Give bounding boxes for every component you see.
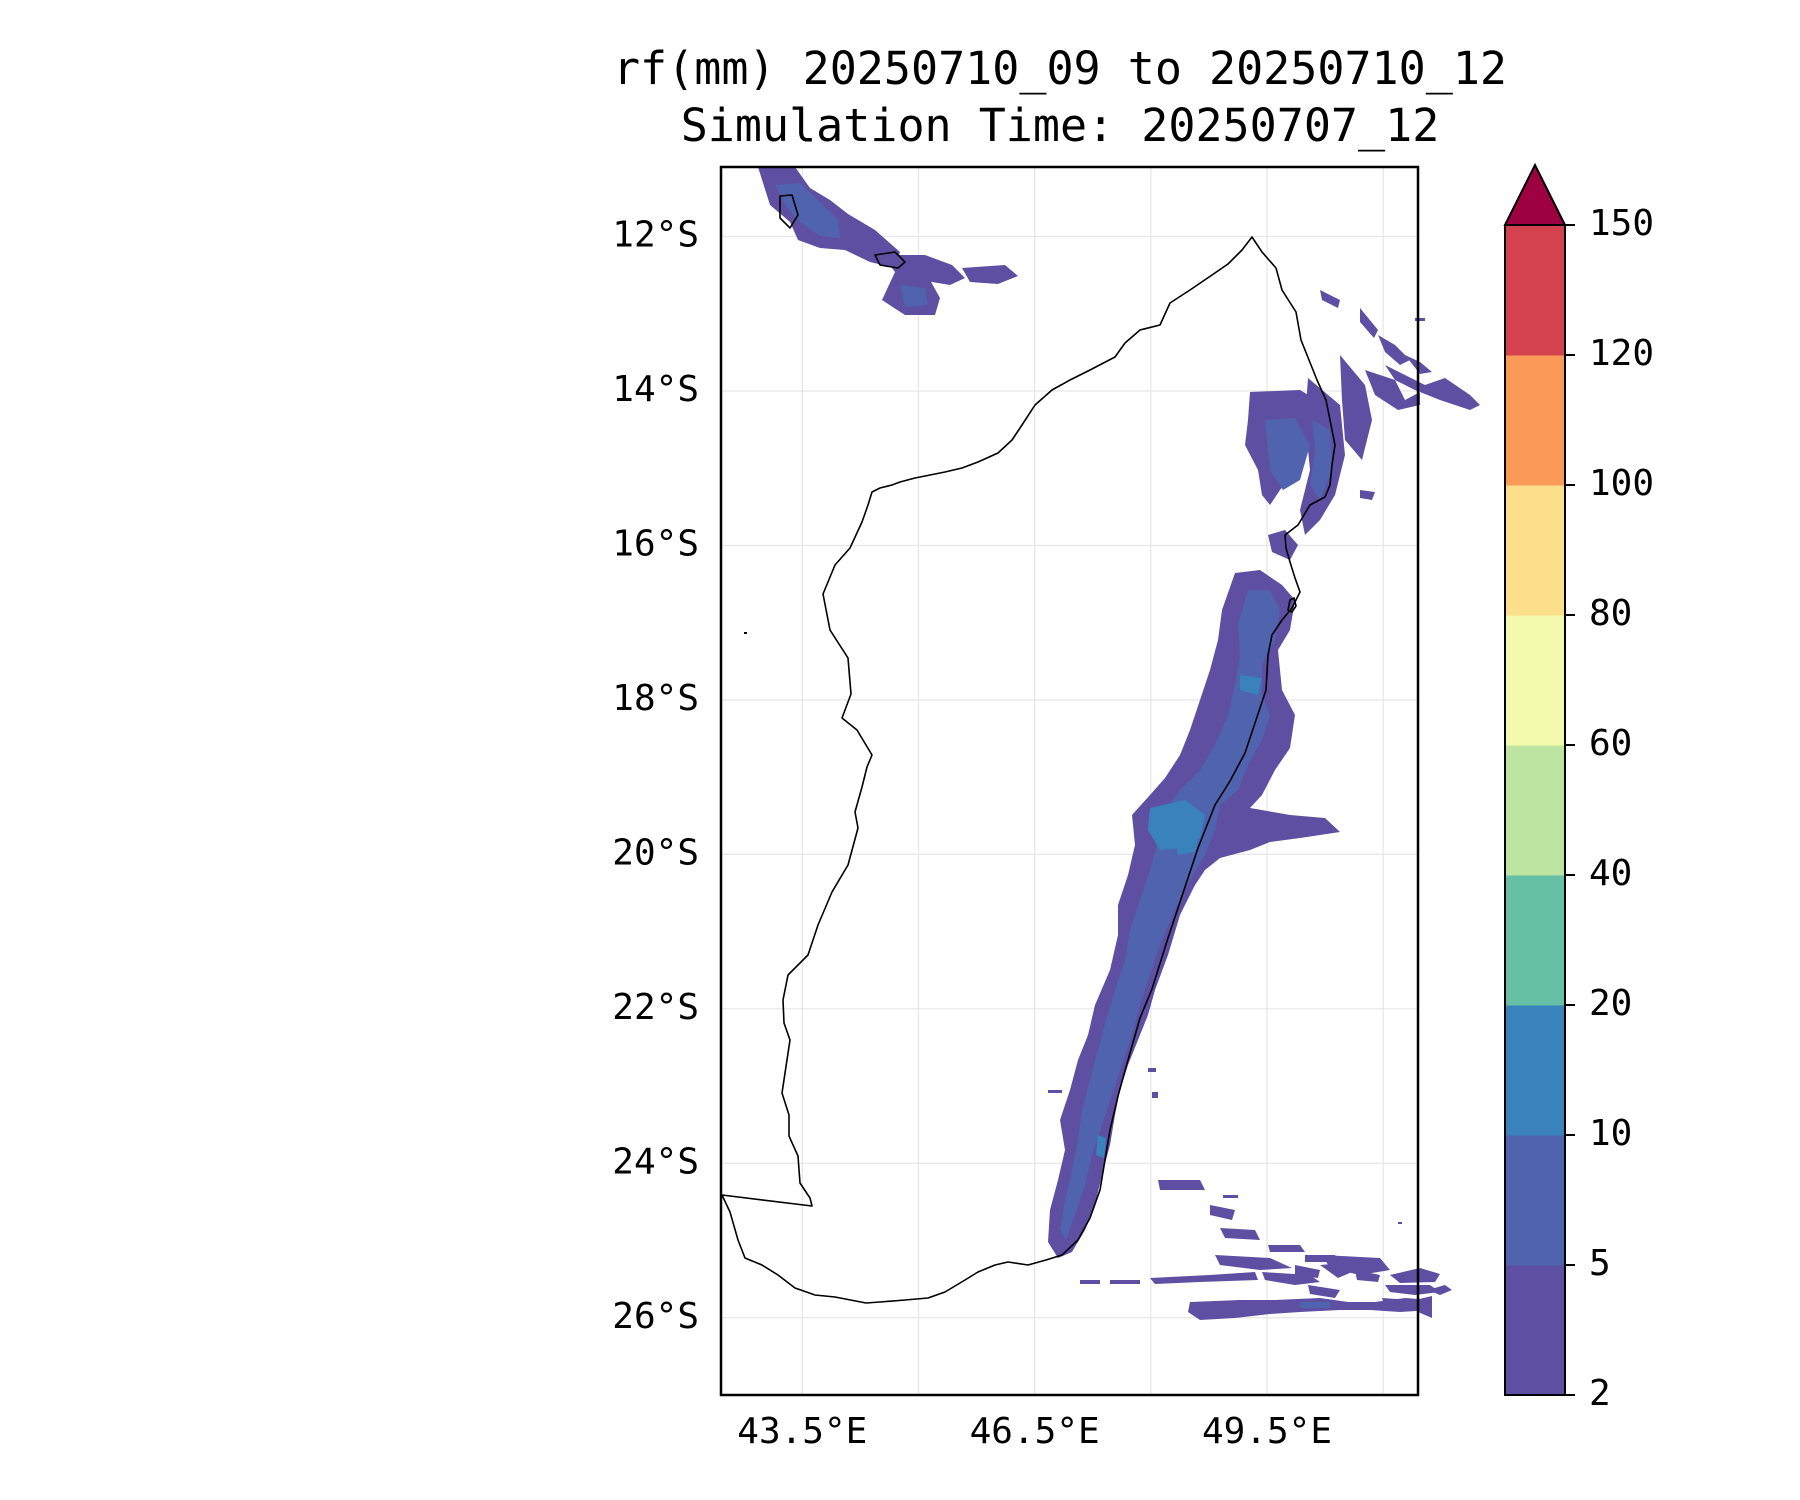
lon-tick-label: 46.5°E	[970, 1411, 1100, 1452]
rain-band-east-coast	[1048, 570, 1340, 1258]
rain-patch-north-channel	[758, 167, 1018, 315]
lat-tick-label: 22°S	[612, 987, 699, 1028]
lat-tick-label: 16°S	[612, 523, 699, 564]
lon-tick-label: 43.5°E	[737, 1411, 867, 1452]
colorbar-segment	[1505, 485, 1565, 616]
colorbar-extend-arrow	[1503, 162, 1567, 226]
colorbar-segment	[1505, 355, 1565, 486]
rainfall-field	[758, 167, 1480, 1320]
lat-tick-label: 12°S	[612, 215, 699, 256]
colorbar-tick-label: 2	[1589, 1373, 1611, 1414]
colorbar-tick-label: 60	[1589, 723, 1632, 764]
colorbar-segment	[1505, 1005, 1565, 1136]
madagascar-coastline	[721, 236, 1336, 1304]
rain-speckles	[1048, 318, 1425, 1224]
colorbar-tick-label: 120	[1589, 333, 1654, 374]
lat-tick-label: 18°S	[612, 678, 699, 719]
colorbar-tick-label: 40	[1589, 853, 1632, 894]
colorbar-segment	[1505, 615, 1565, 746]
lat-tick-label: 14°S	[612, 369, 699, 410]
chart-title-block: rf(mm) 20250710_09 to 20250710_12 Simula…	[560, 40, 1560, 154]
lat-tick-label: 26°S	[612, 1296, 699, 1337]
colorbar-segment	[1505, 745, 1565, 876]
tromelin-islet	[744, 632, 747, 634]
chart-subtitle: Simulation Time: 20250707_12	[680, 99, 1440, 152]
lat-tick-label: 24°S	[612, 1141, 699, 1182]
colorbar-tick-label: 80	[1589, 593, 1632, 634]
map-frame	[719, 165, 1420, 1397]
colorbar-segment	[1505, 1265, 1565, 1396]
colorbar-segment	[1505, 1135, 1565, 1266]
lon-tick-label: 49.5°E	[1202, 1411, 1332, 1452]
rain-patch-northeast	[1245, 290, 1480, 560]
mayotte-coastline	[779, 194, 799, 229]
colorbar-tick-label: 5	[1589, 1243, 1611, 1284]
rain-patch-southeast	[1080, 1180, 1452, 1320]
coastlines	[721, 194, 1336, 1304]
colorbar-tick-label: 20	[1589, 983, 1632, 1024]
lat-tick-label: 20°S	[612, 832, 699, 873]
longitude-axis: 43.5°E 46.5°E 49.5°E	[737, 1411, 1332, 1452]
colorbar-tick-label: 10	[1589, 1113, 1632, 1154]
nosy-boraha-coastline	[1287, 597, 1297, 613]
latitude-axis: 12°S 14°S 16°S 18°S 20°S 22°S 24°S 26°S	[612, 215, 699, 1337]
colorbar-outline	[1504, 224, 1566, 1396]
colorbar-tick-label: 100	[1589, 463, 1654, 504]
colorbar-segment	[1505, 875, 1565, 1006]
chart-title: rf(mm) 20250710_09 to 20250710_12	[612, 42, 1508, 95]
colorbar-segment	[1505, 225, 1565, 356]
comoros-islet-coastline	[874, 251, 906, 269]
colorbar-tick-label: 150	[1589, 203, 1654, 244]
colorbar: 2 5 10 20 40 60 80 100 120 150	[1503, 162, 1654, 1414]
